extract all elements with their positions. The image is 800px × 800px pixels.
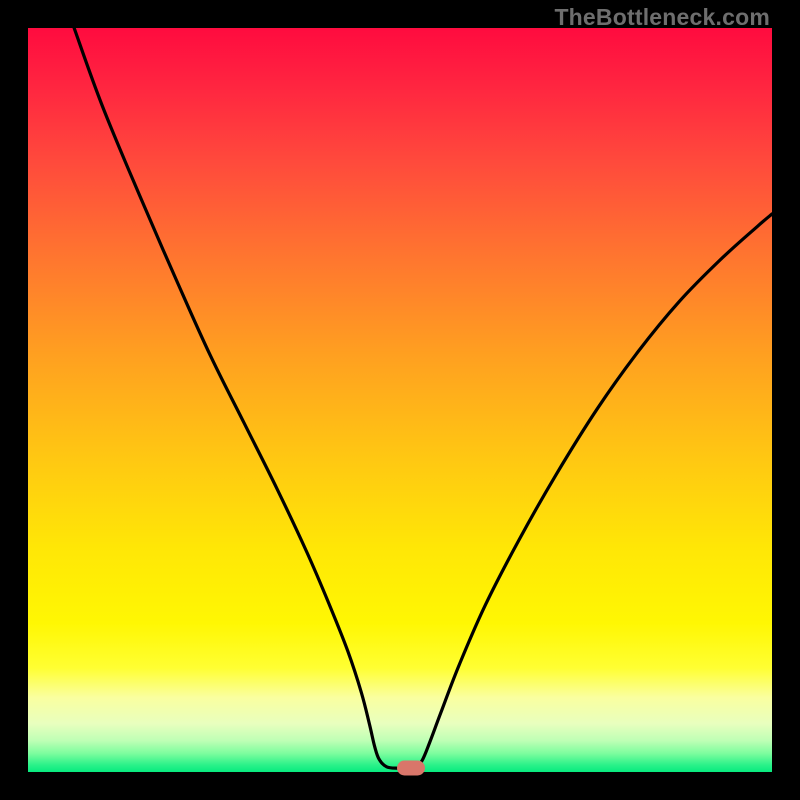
watermark-text: TheBottleneck.com <box>554 4 770 31</box>
curve-left-branch <box>74 28 410 768</box>
optimal-point-marker <box>397 761 425 776</box>
bottleneck-curve <box>28 28 772 772</box>
curve-right-branch <box>410 214 772 768</box>
plot-area <box>28 28 772 772</box>
chart-frame: TheBottleneck.com <box>0 0 800 800</box>
